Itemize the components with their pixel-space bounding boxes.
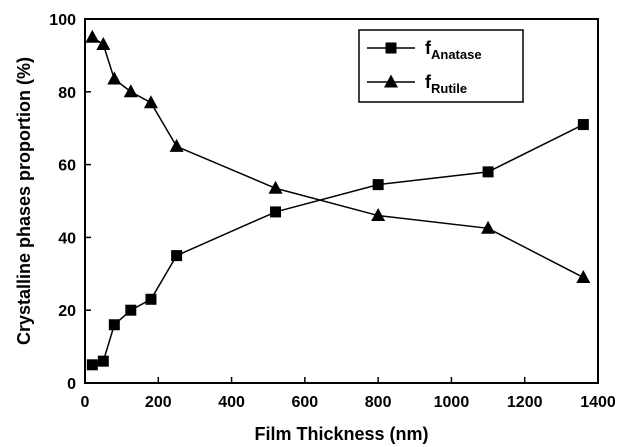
data-point [123, 84, 138, 98]
data-point [482, 166, 494, 178]
legend-marker [385, 42, 397, 54]
data-point [576, 269, 591, 283]
x-tick-label: 1000 [434, 394, 470, 411]
data-point [108, 319, 120, 331]
y-tick-label: 100 [49, 12, 76, 29]
y-tick-label: 80 [58, 85, 76, 102]
data-point [125, 304, 137, 316]
x-tick-label: 0 [81, 394, 90, 411]
y-tick-label: 60 [58, 158, 76, 175]
x-tick-label: 800 [365, 394, 392, 411]
series-anatase [86, 119, 589, 371]
legend-box [358, 29, 524, 103]
data-point [268, 180, 283, 194]
data-point [577, 119, 589, 131]
y-tick-label: 20 [58, 303, 76, 320]
data-point [270, 206, 282, 218]
data-point [169, 138, 184, 152]
data-point [96, 36, 111, 50]
series-rutile [85, 29, 591, 283]
x-tick-label: 400 [218, 394, 245, 411]
y-tick-label: 40 [58, 230, 76, 247]
data-point [97, 355, 109, 367]
legend-label-subscript: Anatase [431, 47, 482, 62]
x-tick-label: 200 [145, 394, 172, 411]
x-tick-label: 1400 [580, 394, 616, 411]
data-point [85, 29, 100, 43]
data-point [86, 359, 98, 371]
data-point [481, 220, 496, 234]
data-point [107, 71, 122, 85]
axis-ticks: 0 200 400 600 800 1000 1200 1400 0 20 40 60 80 100 [49, 12, 616, 411]
data-point [372, 179, 384, 191]
data-point [145, 293, 157, 305]
x-tick-label: 600 [292, 394, 319, 411]
data-point [371, 208, 386, 222]
x-axis-title: Film Thickness (nm) [254, 424, 428, 444]
data-point [143, 95, 158, 109]
legend-marker [384, 74, 398, 88]
series-line [91, 36, 584, 279]
x-tick-label: 1200 [507, 394, 543, 411]
y-axis-title: Crystalline phases proportion (%) [14, 57, 34, 345]
plot-frame [84, 18, 599, 384]
series-line [92, 123, 584, 366]
data-point [171, 250, 183, 262]
legend-label-subscript: Rutile [431, 81, 467, 96]
plot-layer [85, 29, 591, 371]
y-tick-label: 0 [67, 376, 76, 393]
